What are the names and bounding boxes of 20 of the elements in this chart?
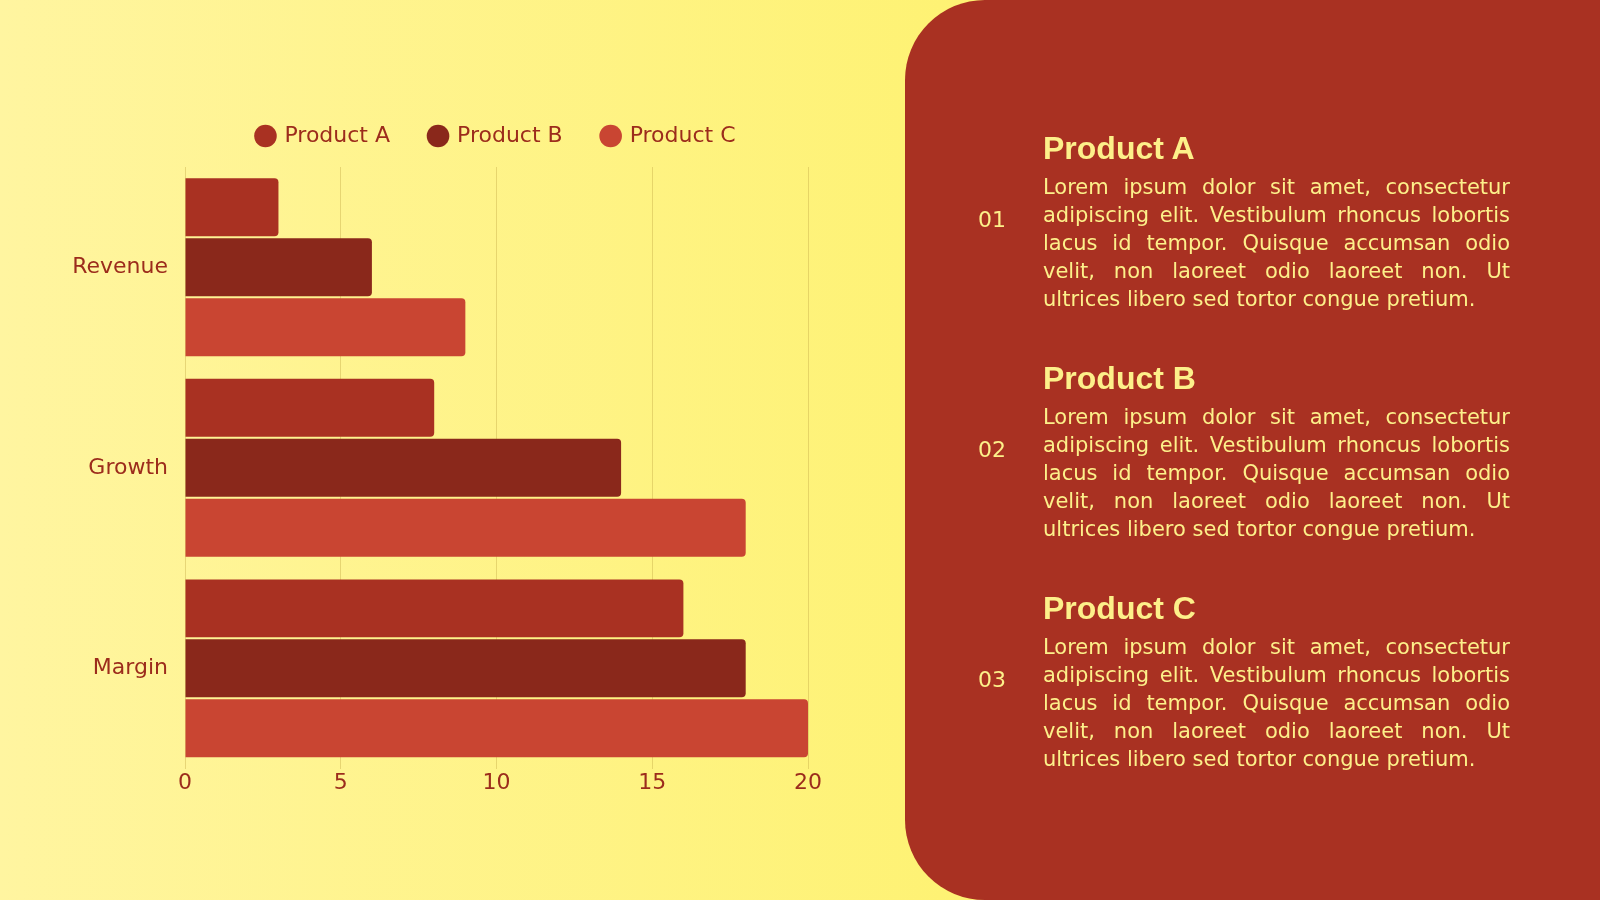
text: Lorem ipsum dolor sit amet, consectetur adipiscing elit. Vestibulum rhoncus lobortis lacus id tempor. Quisque accumsan odio velit, non laoreet odio laoreet non. Ut ultrices libero sed tortor congue pretium. [1043, 404, 1510, 543]
text: 03 [978, 666, 1006, 694]
x-tick-label: 15 [638, 768, 667, 794]
text: 02 [978, 436, 1006, 464]
y-tick-label: Growth [88, 453, 168, 479]
x-tick-label: 5 [333, 768, 348, 794]
x-tick-label: 10 [482, 768, 511, 794]
legend-label: Product A [284, 121, 391, 147]
text: Product A [1043, 129, 1195, 167]
text: Product C [1043, 589, 1196, 627]
text: Lorem ipsum dolor sit amet, consectetur adipiscing elit. Vestibulum rhoncus lobortis lacus id tempor. Quisque accumsan odio velit, non laoreet odio laoreet non. Ut ultrices libero sed tortor congue pretium. [1043, 634, 1510, 773]
legend-label: Product B [457, 121, 563, 147]
y-tick-label: Revenue [72, 252, 168, 278]
x-tick-label: 0 [178, 768, 192, 794]
x-tick-label: 20 [794, 768, 822, 794]
legend-label: Product C [629, 121, 736, 147]
text: Product B [1043, 359, 1196, 397]
y-tick-label: Margin [92, 654, 168, 680]
text: Lorem ipsum dolor sit amet, consectetur adipiscing elit. Vestibulum rhoncus lobortis lacus id tempor. Quisque accumsan odio velit, non laoreet odio laoreet non. Ut ultrices libero sed tortor congue pretium. [1043, 174, 1510, 313]
text: 01 [978, 206, 1006, 234]
